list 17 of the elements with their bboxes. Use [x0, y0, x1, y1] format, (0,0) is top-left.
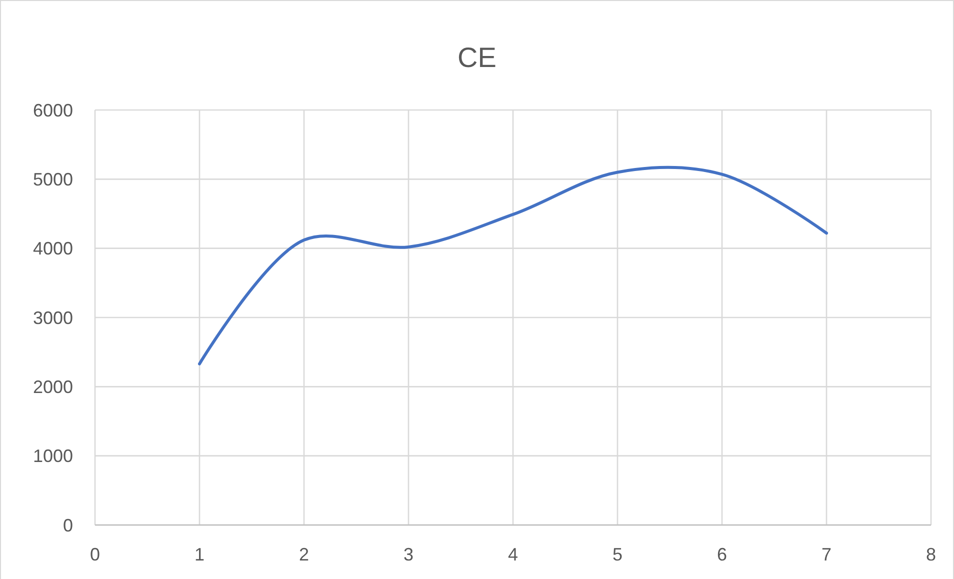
y-tick-label: 4000 — [32, 238, 73, 259]
x-tick-label: 0 — [90, 544, 100, 564]
x-tick-label: 7 — [821, 544, 832, 564]
chart-title: CE — [458, 42, 496, 73]
x-tick-label: 6 — [716, 544, 728, 564]
y-tick-label: 6000 — [32, 100, 73, 120]
x-tick-label: 2 — [298, 544, 310, 564]
y-tick-label: 5000 — [32, 169, 73, 190]
y-tick-label: 0 — [62, 515, 73, 536]
x-tick-label: 8 — [926, 544, 936, 564]
x-tick-label: 1 — [194, 544, 205, 564]
y-tick-label: 2000 — [32, 376, 73, 397]
x-tick-label: 4 — [508, 544, 518, 564]
y-tick-label: 1000 — [32, 446, 73, 466]
y-tick-label: 3000 — [32, 308, 73, 328]
x-tick-label: 3 — [403, 544, 414, 564]
x-tick-label: 5 — [612, 544, 623, 564]
